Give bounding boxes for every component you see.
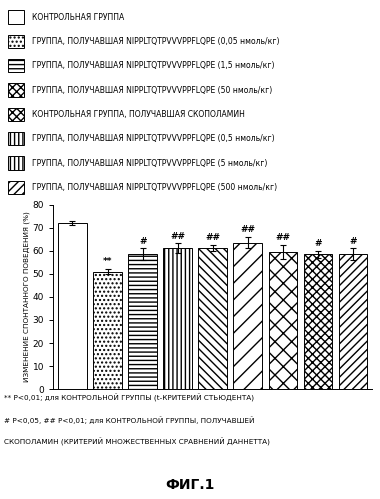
- Bar: [304, 254, 332, 389]
- Text: КОНТРОЛЬНАЯ ГРУППА, ПОЛУЧАВШАЯ СКОПОЛАМИН: КОНТРОЛЬНАЯ ГРУППА, ПОЛУЧАВШАЯ СКОПОЛАМИ…: [32, 110, 245, 119]
- Bar: [269, 252, 297, 389]
- Bar: [8, 108, 24, 121]
- Bar: [8, 181, 24, 194]
- Bar: [58, 223, 87, 389]
- Bar: [233, 243, 262, 389]
- Text: ГРУППА, ПОЛУЧАВШАЯ NIPPLTQTPVVVPPFLQPE (50 нмоль/кг): ГРУППА, ПОЛУЧАВШАЯ NIPPLTQTPVVVPPFLQPE (…: [32, 86, 272, 95]
- Bar: [128, 254, 157, 389]
- Text: ГРУППА, ПОЛУЧАВШАЯ NIPPLTQTPVVVPPFLQPE (500 нмоль/кг): ГРУППА, ПОЛУЧАВШАЯ NIPPLTQTPVVVPPFLQPE (…: [32, 183, 277, 192]
- Bar: [339, 254, 367, 389]
- Text: ГРУППА, ПОЛУЧАВШАЯ NIPPLTQTPVVVPPFLQPE (1,5 нмоль/кг): ГРУППА, ПОЛУЧАВШАЯ NIPPLTQTPVVVPPFLQPE (…: [32, 61, 274, 70]
- Text: ##: ##: [170, 232, 185, 241]
- Bar: [8, 35, 24, 48]
- Y-axis label: ИЗМЕНЕНИЕ СПОНТАННОГО ПОВЕДЕНИЯ (%): ИЗМЕНЕНИЕ СПОНТАННОГО ПОВЕДЕНИЯ (%): [24, 212, 30, 382]
- Bar: [8, 132, 24, 146]
- Text: КОНТРОЛЬНАЯ ГРУППА: КОНТРОЛЬНАЯ ГРУППА: [32, 12, 124, 21]
- Bar: [198, 248, 227, 389]
- Bar: [8, 83, 24, 97]
- Text: #: #: [139, 237, 146, 246]
- Text: ГРУППА, ПОЛУЧАВШАЯ NIPPLTQTPVVVPPFLQPE (0,05 нмоль/кг): ГРУППА, ПОЛУЧАВШАЯ NIPPLTQTPVVVPPFLQPE (…: [32, 37, 279, 46]
- Text: # P<0,05, ## P<0,01; для КОНТРОЛЬНОЙ ГРУППЫ, ПОЛУЧАВШЕЙ: # P<0,05, ## P<0,01; для КОНТРОЛЬНОЙ ГРУ…: [4, 416, 254, 424]
- Text: ГРУППА, ПОЛУЧАВШАЯ NIPPLTQTPVVVPPFLQPE (5 нмоль/кг): ГРУППА, ПОЛУЧАВШАЯ NIPPLTQTPVVVPPFLQPE (…: [32, 159, 267, 168]
- Bar: [93, 271, 122, 389]
- Bar: [8, 59, 24, 72]
- Bar: [163, 248, 192, 389]
- Text: ##: ##: [276, 233, 290, 242]
- Text: ##: ##: [205, 233, 220, 242]
- Text: ФИГ.1: ФИГ.1: [165, 478, 215, 492]
- Text: СКОПОЛАМИН (КРИТЕРИЙ МНОЖЕСТВЕННЫХ СРАВНЕНИЙ ДАННЕТТА): СКОПОЛАМИН (КРИТЕРИЙ МНОЖЕСТВЕННЫХ СРАВН…: [4, 438, 270, 446]
- Bar: [8, 156, 24, 170]
- Text: ГРУППА, ПОЛУЧАВШАЯ NIPPLTQTPVVVPPFLQPE (0,5 нмоль/кг): ГРУППА, ПОЛУЧАВШАЯ NIPPLTQTPVVVPPFLQPE (…: [32, 134, 274, 143]
- Text: **: **: [103, 257, 112, 266]
- Text: #: #: [349, 237, 357, 246]
- Text: #: #: [314, 239, 322, 248]
- Bar: [8, 10, 24, 24]
- Text: ** P<0,01; для КОНТРОЛЬНОЙ ГРУППЫ (t-КРИТЕРИЙ СТЬЮДЕНТА): ** P<0,01; для КОНТРОЛЬНОЙ ГРУППЫ (t-КРИ…: [4, 394, 254, 402]
- Text: ##: ##: [241, 225, 255, 234]
